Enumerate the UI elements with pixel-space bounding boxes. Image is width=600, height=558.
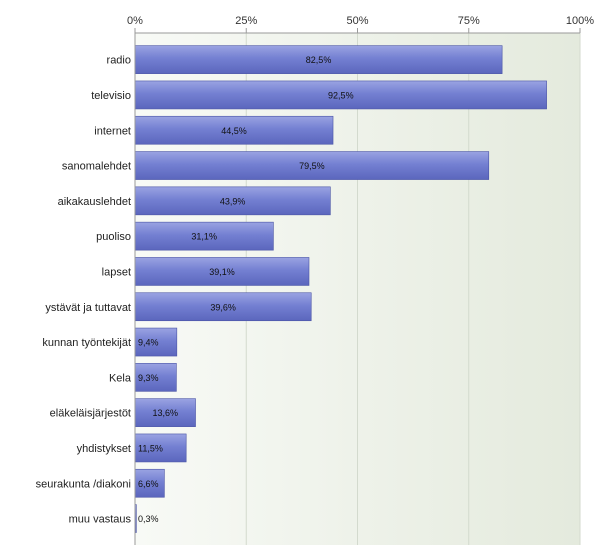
data-label: 0,3% bbox=[138, 514, 159, 524]
category-label: muu vastaus bbox=[69, 514, 132, 526]
bar bbox=[134, 151, 490, 180]
data-label: 39,6% bbox=[210, 302, 236, 312]
bar bbox=[134, 45, 503, 74]
category-label: kunnan työntekijät bbox=[42, 337, 131, 349]
category-label: Kela bbox=[109, 372, 132, 384]
category-label: puoliso bbox=[96, 231, 131, 243]
x-tick-label: 25% bbox=[235, 15, 257, 27]
bar bbox=[134, 398, 196, 427]
bar bbox=[134, 292, 312, 322]
data-label: 39,1% bbox=[209, 267, 235, 277]
x-tick-label: 0% bbox=[127, 15, 143, 27]
data-label: 11,5% bbox=[138, 443, 163, 453]
data-label: 9,4% bbox=[138, 338, 159, 348]
x-tick-label: 100% bbox=[566, 15, 594, 27]
category-label: radio bbox=[107, 55, 131, 67]
data-label: 44,5% bbox=[221, 126, 247, 136]
x-tick-label: 75% bbox=[458, 15, 480, 27]
data-label: 9,3% bbox=[138, 373, 159, 383]
bar bbox=[134, 433, 187, 463]
data-label: 79,5% bbox=[299, 161, 325, 171]
x-tick-label: 50% bbox=[346, 15, 368, 27]
bar bbox=[134, 80, 547, 110]
data-label: 13,6% bbox=[152, 408, 178, 418]
category-label: yhdistykset bbox=[77, 443, 131, 455]
data-label: 43,9% bbox=[220, 196, 246, 206]
category-label: televisio bbox=[91, 90, 131, 102]
bar bbox=[134, 327, 178, 357]
bar bbox=[134, 115, 334, 145]
data-label: 92,5% bbox=[328, 90, 354, 100]
data-label: 6,6% bbox=[138, 479, 159, 489]
category-label: seurakunta /diakoni bbox=[36, 478, 131, 490]
bar bbox=[134, 363, 177, 392]
category-label: eläkeläisjärjestöt bbox=[50, 408, 131, 420]
category-label: ystävät ja tuttavat bbox=[45, 302, 131, 314]
bar bbox=[134, 257, 310, 286]
category-label: internet bbox=[94, 125, 131, 137]
category-label: sanomalehdet bbox=[62, 161, 131, 173]
data-label: 31,1% bbox=[191, 232, 217, 242]
data-label: 82,5% bbox=[306, 55, 332, 65]
category-label: lapset bbox=[102, 266, 131, 278]
category-label: aikakauslehdet bbox=[58, 196, 131, 208]
